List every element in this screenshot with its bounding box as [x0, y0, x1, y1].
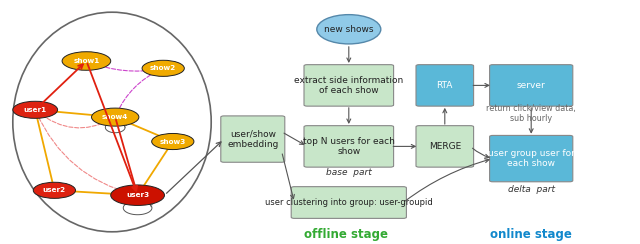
FancyBboxPatch shape [490, 65, 573, 106]
Text: server: server [517, 81, 545, 90]
Text: delta  part: delta part [508, 185, 555, 193]
Circle shape [142, 60, 184, 76]
Text: top N users for each
show: top N users for each show [303, 137, 395, 156]
Circle shape [152, 133, 194, 150]
Text: extract side information
of each show: extract side information of each show [294, 76, 403, 95]
Text: user3: user3 [126, 192, 149, 198]
FancyBboxPatch shape [291, 187, 406, 218]
Text: user/show
embedding: user/show embedding [227, 129, 278, 149]
Text: show4: show4 [102, 114, 129, 120]
Text: show2: show2 [150, 65, 177, 71]
Ellipse shape [317, 15, 381, 44]
Text: user group user for
each show: user group user for each show [488, 149, 575, 168]
Circle shape [111, 185, 164, 205]
Text: user2: user2 [43, 187, 66, 193]
Text: user clustering into group: user-groupid: user clustering into group: user-groupid [265, 198, 433, 207]
Text: return click/view data,
sub hourly: return click/view data, sub hourly [486, 104, 576, 123]
Circle shape [62, 52, 111, 70]
Text: new shows: new shows [324, 25, 374, 34]
Text: show1: show1 [73, 58, 100, 64]
Text: RTA: RTA [436, 81, 453, 90]
Text: user1: user1 [24, 107, 47, 113]
Circle shape [92, 108, 139, 126]
Circle shape [33, 182, 76, 198]
FancyBboxPatch shape [221, 116, 285, 162]
Text: online stage: online stage [490, 228, 572, 241]
Circle shape [13, 101, 58, 118]
FancyBboxPatch shape [304, 65, 394, 106]
FancyBboxPatch shape [304, 126, 394, 167]
FancyBboxPatch shape [416, 126, 474, 167]
FancyBboxPatch shape [490, 135, 573, 182]
Text: offline stage: offline stage [303, 228, 388, 241]
Text: show3: show3 [159, 139, 186, 144]
Text: base  part: base part [326, 168, 372, 176]
Text: MERGE: MERGE [429, 142, 461, 151]
FancyBboxPatch shape [416, 65, 474, 106]
